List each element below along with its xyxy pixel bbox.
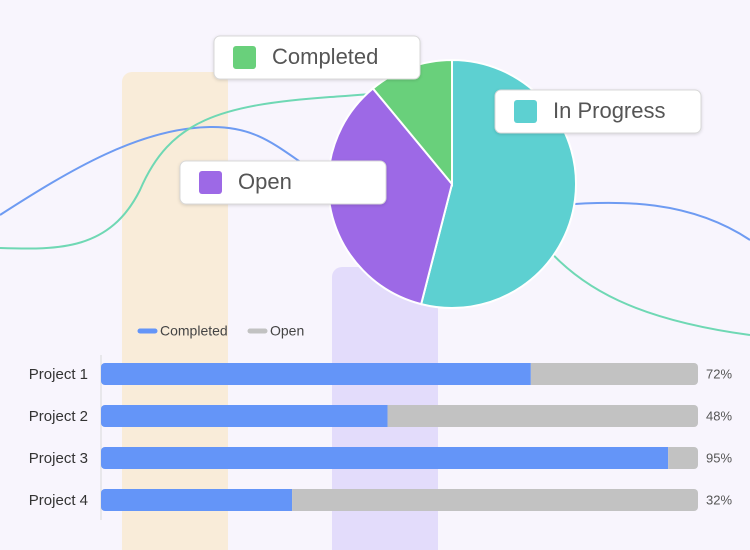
- legend-swatch: [199, 171, 222, 194]
- legend-swatch: [514, 100, 537, 123]
- legend-swatch: [233, 46, 256, 69]
- bar-segment: [101, 447, 669, 469]
- pie-slice: [327, 87, 454, 306]
- decor-curve: [0, 125, 750, 241]
- category-label: Project 1: [29, 366, 88, 383]
- callout-box: [494, 89, 702, 134]
- callout-box: [179, 160, 387, 205]
- bar-row: [101, 489, 698, 511]
- decor-column: [122, 72, 228, 550]
- callout-label: Completed: [272, 44, 378, 69]
- value-label: 32%: [706, 492, 732, 507]
- value-label: 72%: [706, 366, 732, 381]
- callout-box: [213, 35, 421, 80]
- value-label: 95%: [706, 450, 732, 465]
- bar-row: [101, 447, 698, 469]
- category-label: Project 3: [29, 450, 88, 467]
- bar-segment: [101, 363, 531, 385]
- bar-segment: [668, 447, 698, 469]
- bar-row: [101, 405, 698, 427]
- bar-segment: [101, 489, 293, 511]
- value-label: 48%: [706, 408, 732, 423]
- bar-chart: Completed Open Project 1 72% Project 2 48% Pro…: [29, 323, 732, 520]
- bar-segment: [530, 363, 698, 385]
- decor-curve: [0, 91, 750, 336]
- legend-label: Completed: [160, 323, 228, 339]
- callout-label: In Progress: [553, 98, 666, 123]
- bar-row: [101, 363, 698, 385]
- category-label: Project 4: [29, 492, 88, 509]
- bar-segment: [387, 405, 698, 427]
- callout-label: Open: [238, 169, 292, 194]
- category-label: Project 2: [29, 408, 88, 425]
- pie-chart: In Progress Open Completed: [179, 35, 702, 309]
- bar-segment: [292, 489, 698, 511]
- bar-segment: [101, 405, 388, 427]
- legend-label: Open: [270, 323, 304, 339]
